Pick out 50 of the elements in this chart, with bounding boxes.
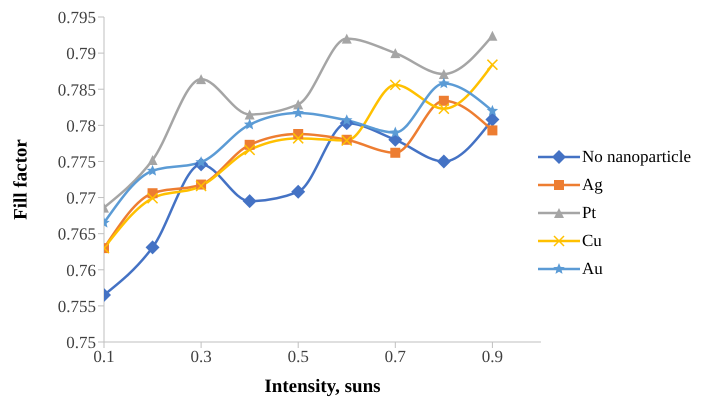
point (244, 144, 256, 156)
point (487, 30, 498, 41)
point (487, 125, 498, 136)
y-tick-label: 0.78 (66, 116, 96, 136)
point (438, 102, 450, 114)
point (242, 194, 257, 208)
point (291, 184, 306, 199)
point (390, 79, 402, 91)
x-tick-label: 0.5 (288, 347, 309, 366)
y-tick-label: 0.785 (58, 80, 96, 100)
y-tick-label: 0.77 (66, 188, 96, 208)
point (341, 114, 352, 126)
point (292, 107, 304, 118)
point (485, 112, 500, 127)
x-tick-label: 0.9 (482, 347, 504, 366)
point (438, 96, 449, 106)
point (438, 69, 449, 80)
y-tick-label: 0.79 (66, 44, 96, 64)
x-tick-label: 0.1 (93, 347, 115, 366)
point (195, 156, 207, 168)
legend-label: Ag (582, 175, 603, 195)
y-tick-label: 0.795 (58, 8, 96, 28)
legend-label: Au (582, 259, 603, 279)
point (486, 104, 498, 116)
point (486, 58, 498, 70)
point (438, 77, 450, 88)
point (436, 154, 451, 168)
legend-label: No nanoparticle (582, 147, 691, 167)
point (390, 48, 400, 58)
legend-label: Cu (582, 231, 602, 251)
point (146, 192, 158, 204)
point (244, 118, 256, 130)
x-tick-label: 0.7 (384, 347, 406, 366)
x-tick-label: 0.3 (190, 347, 212, 366)
y-axis-title: Fill factor (10, 138, 32, 220)
point (342, 34, 352, 44)
point (196, 74, 206, 84)
x-axis-title: Intensity, suns (264, 376, 381, 397)
point (244, 110, 255, 120)
point (146, 240, 160, 254)
y-tick-label: 0.76 (66, 260, 96, 280)
point (390, 148, 400, 158)
y-tick-label: 0.775 (58, 152, 96, 172)
y-tick-label: 0.765 (58, 224, 96, 244)
legend-label: Pt (582, 203, 596, 223)
point (148, 155, 158, 165)
y-tick-label: 0.75 (66, 333, 96, 352)
y-tick-label: 0.755 (58, 296, 96, 316)
point (292, 132, 304, 144)
point (293, 99, 304, 110)
